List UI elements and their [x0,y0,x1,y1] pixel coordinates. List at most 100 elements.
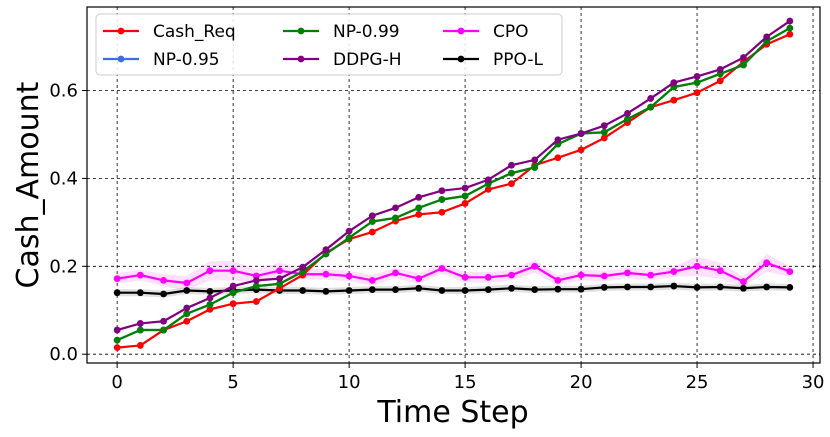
point-cash-req [508,180,515,188]
point-ddpg-h [716,66,724,73]
point-np-0-99 [531,164,539,171]
legend-marker-cpo [457,27,465,35]
point-ddpg-h [577,130,585,137]
point-ddpg-h [763,33,771,41]
point-ddpg-h [322,246,330,254]
point-cpo [693,262,701,270]
y-tick-label: 0.2 [49,256,78,277]
point-np-0-99 [415,204,423,212]
point-ppo-l [392,286,399,294]
legend-label-np-0-95: NP-0.95 [153,50,220,70]
point-np-0-99 [693,79,701,86]
point-np-0-99 [276,280,283,288]
point-cash-req [252,298,260,305]
point-cpo [647,271,655,279]
point-ppo-l [345,287,353,294]
point-cpo [531,262,539,270]
point-np-0-99 [252,282,260,290]
point-cash-req [461,200,469,207]
legend-marker-ddpg-h [297,55,305,63]
point-cpo [577,271,585,279]
point-ppo-l [577,285,585,293]
point-ppo-l [206,287,214,295]
legend-marker-cash-req [117,27,125,35]
point-cash-req [438,208,446,216]
plot-border [86,6,821,364]
series-line-ddpg-h [116,20,791,332]
point-np-0-99 [438,196,446,203]
point-ddpg-h [113,326,121,334]
series-lines [113,17,794,352]
point-ddpg-h [415,193,423,201]
legend-marker-np-0-95 [117,55,125,63]
point-ppo-l [647,283,655,291]
x-tick-label: 15 [454,372,477,393]
point-cpo [345,272,353,280]
point-cash-req [368,228,376,236]
series-line-cpo [116,261,791,285]
grid [87,7,820,363]
point-cpo [484,273,492,281]
x-tick-label: 10 [338,372,361,393]
point-cash-req [415,211,423,218]
y-tick-label: 0.4 [49,168,78,189]
point-cash-req [136,342,144,349]
point-ddpg-h [484,176,492,184]
point-cpo [624,269,631,277]
point-cpo [415,275,423,283]
series-line-np-0-99 [116,27,791,342]
point-np-0-99 [508,169,515,177]
point-np-0-99 [206,301,214,308]
point-cpo [368,276,376,284]
point-ddpg-h [693,73,701,80]
point-np-0-99 [183,310,191,318]
point-ppo-l [415,284,423,292]
point-ppo-l [136,289,144,297]
point-ppo-l [299,287,307,294]
point-np-0-99 [786,24,794,32]
point-ppo-l [160,290,167,298]
point-cash-req [229,300,237,308]
point-ppo-l [508,284,515,292]
point-ppo-l [438,287,446,294]
x-tick-label: 5 [227,372,238,393]
point-ddpg-h [160,317,167,325]
point-ddpg-h [508,161,515,169]
point-cpo [113,275,121,283]
point-np-0-99 [392,214,399,222]
point-cpo [229,267,237,275]
point-cpo [508,271,515,279]
point-ddpg-h [647,95,655,102]
point-ddpg-h [252,276,260,284]
point-cpo [206,267,214,275]
x-axis-label: Time Step [376,395,528,430]
x-tick-label: 20 [570,372,593,393]
point-cpo [786,268,794,275]
legend-marker-ppo-l [457,55,465,63]
point-ddpg-h [368,212,376,220]
point-ppo-l [461,287,469,294]
point-ddpg-h [206,294,214,302]
point-cash-req [554,154,562,162]
point-cash-req [113,344,121,352]
x-tick-label: 25 [686,372,709,393]
y-tick-label: 0.0 [49,344,78,365]
point-cpo [160,276,167,284]
x-tick-label: 0 [111,372,122,393]
point-ppo-l [624,283,631,291]
point-cpo [740,278,747,286]
point-ddpg-h [600,122,608,130]
point-np-0-99 [740,61,747,69]
point-cpo [554,276,562,284]
point-ppo-l [554,285,562,293]
point-cpo [276,267,283,275]
series-line-cash-req [117,33,791,349]
axis-ticks: 0 5 10 15 20 25 30 0.0 0.2 0.4 0.6 [49,81,824,393]
point-cash-req [206,305,214,313]
point-ppo-l [484,286,492,294]
point-ddpg-h [276,275,283,283]
point-cpo [438,265,446,272]
point-cash-req [670,96,678,104]
point-ddpg-h [345,227,353,235]
point-cpo [716,267,724,275]
